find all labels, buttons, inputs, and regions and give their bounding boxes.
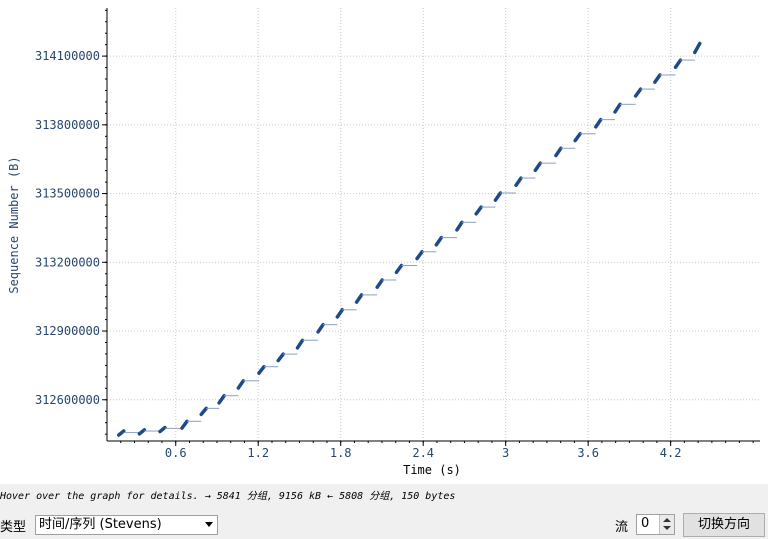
- x-tick-label-5: 3.6: [577, 446, 599, 460]
- spin-up-icon[interactable]: [663, 518, 671, 522]
- data-burst-21: [533, 161, 543, 173]
- data-burst-15: [415, 250, 424, 261]
- y-axis-title: Sequence Number (B): [7, 156, 21, 293]
- hover-hint-text: Hover over the graph for details. → 5841…: [0, 491, 456, 502]
- data-burst-26: [633, 87, 643, 98]
- y-tick-label-0: 312600000: [35, 393, 100, 407]
- x-tick-label-2: 1.8: [330, 446, 352, 460]
- data-burst-6: [236, 379, 246, 390]
- data-burst-0: [116, 429, 126, 437]
- spin-buttons: [659, 515, 674, 534]
- status-bar: Hover over the graph for details. → 5841…: [0, 484, 768, 510]
- data-burst-14: [394, 263, 404, 275]
- data-burst-24: [594, 117, 603, 129]
- spin-down-icon[interactable]: [663, 526, 671, 530]
- grid: [107, 8, 760, 441]
- data-burst-2: [158, 425, 167, 434]
- data-burst-22: [554, 146, 563, 158]
- stream-spinbox[interactable]: 0: [636, 514, 675, 535]
- data-burst-8: [276, 352, 285, 363]
- control-bar: 类型 时间/序列 (Stevens) 流 0 切换方向: [0, 510, 768, 539]
- data-burst-11: [335, 308, 345, 319]
- data-burst-28: [673, 58, 683, 70]
- data-burst-13: [375, 278, 384, 289]
- x-tick-label-4: 3: [502, 446, 509, 460]
- graph-type-selected-value: 时间/序列 (Stevens): [39, 517, 162, 532]
- data-burst-7: [257, 364, 266, 375]
- data-burst-19: [493, 191, 503, 202]
- data-burst-10: [316, 322, 325, 334]
- data-burst-4: [199, 406, 208, 417]
- sequence-chart[interactable]: 0.6 1.2 1.8 2.4 3 3.6 4.2 312600000 312900000 313…: [0, 0, 768, 484]
- x-axis-title: Time (s): [403, 463, 461, 477]
- data-burst-9: [295, 338, 305, 350]
- chevron-down-icon: [205, 522, 213, 527]
- data-burst-18: [474, 205, 483, 216]
- y-tick-label-5: 314100000: [35, 49, 100, 63]
- x-tick-label-1: 1.2: [247, 446, 269, 460]
- data-burst-29: [693, 41, 702, 55]
- type-label: 类型: [0, 520, 27, 535]
- stream-label: 流: [615, 520, 629, 535]
- switch-direction-button[interactable]: 切换方向: [683, 513, 765, 537]
- data-burst-16: [434, 235, 444, 247]
- y-tick-label-4: 313800000: [35, 118, 100, 132]
- data-series: [116, 41, 702, 437]
- x-tick-label-6: 4.2: [660, 446, 682, 460]
- data-burst-23: [573, 132, 582, 143]
- graph-area[interactable]: 0.6 1.2 1.8 2.4 3 3.6 4.2 312600000 312900000 313…: [0, 0, 768, 484]
- data-burst-3: [180, 419, 189, 430]
- y-tick-label-1: 312900000: [35, 324, 100, 338]
- data-burst-20: [514, 176, 523, 188]
- graph-type-select[interactable]: 时间/序列 (Stevens): [35, 515, 218, 535]
- x-tick-label-3: 2.4: [412, 446, 434, 460]
- data-burst-27: [653, 73, 662, 84]
- data-burst-17: [455, 220, 464, 232]
- data-burst-12: [354, 293, 364, 304]
- y-tick-label-3: 313500000: [35, 187, 100, 201]
- stream-value: 0: [641, 516, 650, 531]
- x-tick-label-0: 0.6: [165, 446, 187, 460]
- axes: 0.6 1.2 1.8 2.4 3 3.6 4.2 312600000 312900000 313…: [35, 8, 760, 460]
- data-burst-1: [137, 428, 147, 436]
- data-burst-25: [613, 102, 622, 114]
- y-tick-label-2: 313200000: [35, 255, 100, 269]
- data-burst-5: [217, 393, 226, 405]
